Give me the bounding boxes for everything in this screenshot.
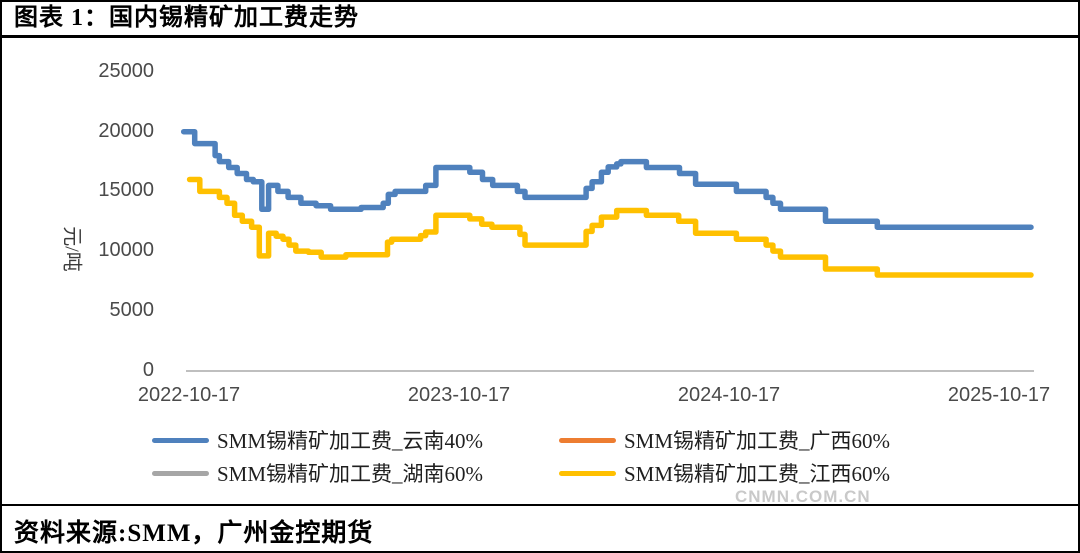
legend-item-hunan60: SMM锡精矿加工费_湖南60% <box>152 459 483 487</box>
legend-item-yunnan40: SMM锡精矿加工费_云南40% <box>152 426 483 454</box>
figure-title: 图表 1：国内锡精矿加工费走势 <box>2 2 1078 38</box>
y-tick-label: 20000 <box>98 119 154 142</box>
data-source-note: 资料来源:SMM，广州金控期货 <box>2 504 1078 551</box>
x-tick-label: 2024-10-17 <box>677 384 781 406</box>
legend-item-guangxi60: SMM锡精矿加工费_广西60% <box>559 426 890 454</box>
y-tick-label: 5000 <box>109 298 155 321</box>
watermark: CNMN.COM.CN <box>735 487 871 506</box>
chart-area: 元/吨 25000 20000 15000 10000 5000 0 2022-10-17… <box>2 38 1078 502</box>
y-tick-label: 10000 <box>98 239 154 262</box>
legend-swatch-gold <box>559 470 616 476</box>
legend-swatch-gray <box>152 470 209 476</box>
series-line <box>186 176 1034 278</box>
series-line <box>180 128 1034 230</box>
legend-item-jiangxi60: SMM锡精矿加工费_江西60% <box>559 459 890 487</box>
y-tick-label: 25000 <box>98 60 154 82</box>
legend-label: SMM锡精矿加工费_广西60% <box>624 429 891 453</box>
legend-label: SMM锡精矿加工费_江西60% <box>624 462 891 486</box>
x-axis-line <box>186 370 1034 372</box>
legend-swatch-blue <box>152 437 209 443</box>
y-tick-label: 0 <box>142 358 154 381</box>
chart-plot <box>180 128 1034 278</box>
y-tick-label: 15000 <box>98 179 154 202</box>
x-tick-label: 2022-10-17 <box>137 384 241 406</box>
legend-label: SMM锡精矿加工费_云南40% <box>217 429 484 453</box>
legend-label: SMM锡精矿加工费_湖南60% <box>217 462 484 486</box>
x-tick-label: 2023-10-17 <box>407 384 511 406</box>
x-tick-label: 2025-10-17 <box>947 384 1051 406</box>
legend-swatch-orange <box>559 437 616 443</box>
